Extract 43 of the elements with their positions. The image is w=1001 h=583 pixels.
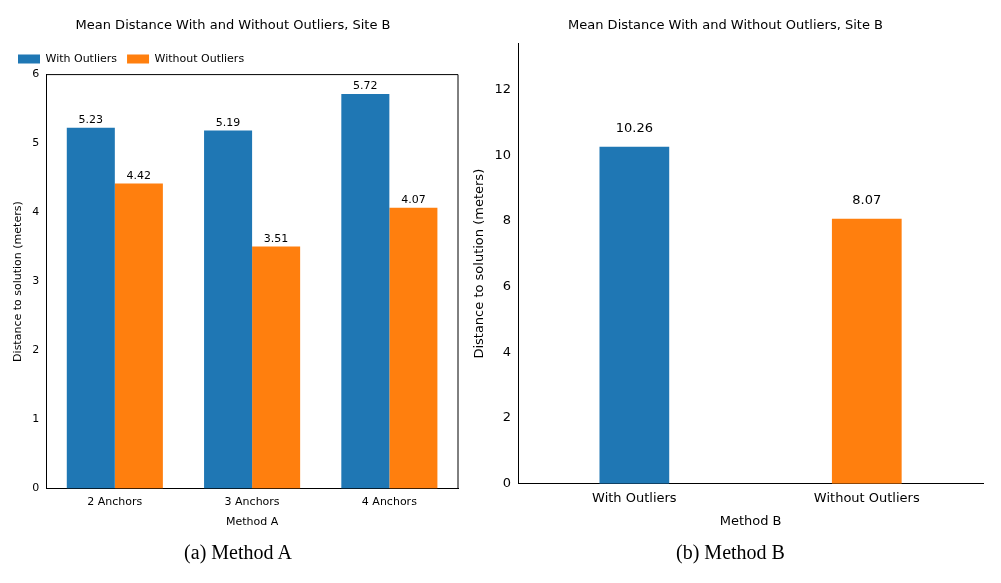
y-tick-label: 3 — [32, 274, 40, 288]
legend-label: Without Outliers — [154, 51, 245, 65]
x-axis-title: Method B — [719, 512, 782, 528]
data-label: 5.72 — [353, 79, 378, 93]
x-tick-label: 2 Anchors — [87, 495, 143, 509]
bar — [204, 130, 253, 489]
x-tick-label: Without Outliers — [813, 489, 920, 505]
data-label: 5.23 — [78, 113, 104, 127]
y-tick-label: 0 — [502, 475, 512, 491]
bar — [66, 127, 115, 489]
chart-title: Mean Distance With and Without Outliers, Site B — [568, 17, 883, 33]
y-tick-label: 2 — [502, 409, 512, 425]
chart-title: Mean Distance With and Without Outliers, Site B — [75, 17, 391, 33]
bar — [252, 246, 301, 489]
data-label: 4.42 — [126, 168, 152, 182]
y-axis-title: Distance to solution (meters) — [11, 201, 25, 362]
data-label: 10.26 — [615, 119, 653, 135]
data-label: 5.19 — [215, 115, 241, 129]
legend-label: With Outliers — [45, 51, 118, 65]
x-tick-label: 4 Anchors — [361, 495, 418, 509]
y-tick-label: 4 — [502, 343, 512, 359]
bar — [341, 93, 390, 489]
y-axis-title: Distance to solution (meters) — [471, 168, 487, 359]
y-tick-label: 6 — [502, 278, 512, 294]
x-axis-title: Method A — [225, 515, 279, 529]
y-tick-label: 6 — [32, 67, 40, 81]
x-tick-label: With Outliers — [592, 489, 677, 505]
data-label: 8.07 — [852, 191, 882, 207]
y-tick-label: 0 — [32, 481, 40, 495]
y-tick-label: 4 — [32, 205, 40, 219]
data-label: 4.07 — [401, 193, 426, 207]
data-label: 3.51 — [263, 231, 289, 245]
y-tick-label: 12 — [494, 80, 512, 96]
y-tick-label: 5 — [32, 136, 40, 150]
text: (a) Method A — [183, 541, 293, 564]
bar — [389, 207, 438, 489]
y-tick-label: 1 — [32, 412, 40, 426]
y-tick-label: 2 — [32, 343, 40, 357]
bar — [114, 183, 163, 489]
text: (b) Method B — [675, 541, 786, 564]
y-tick-label: 10 — [494, 146, 512, 162]
x-tick-label: 3 Anchors — [224, 495, 280, 509]
y-tick-label: 8 — [502, 212, 512, 228]
